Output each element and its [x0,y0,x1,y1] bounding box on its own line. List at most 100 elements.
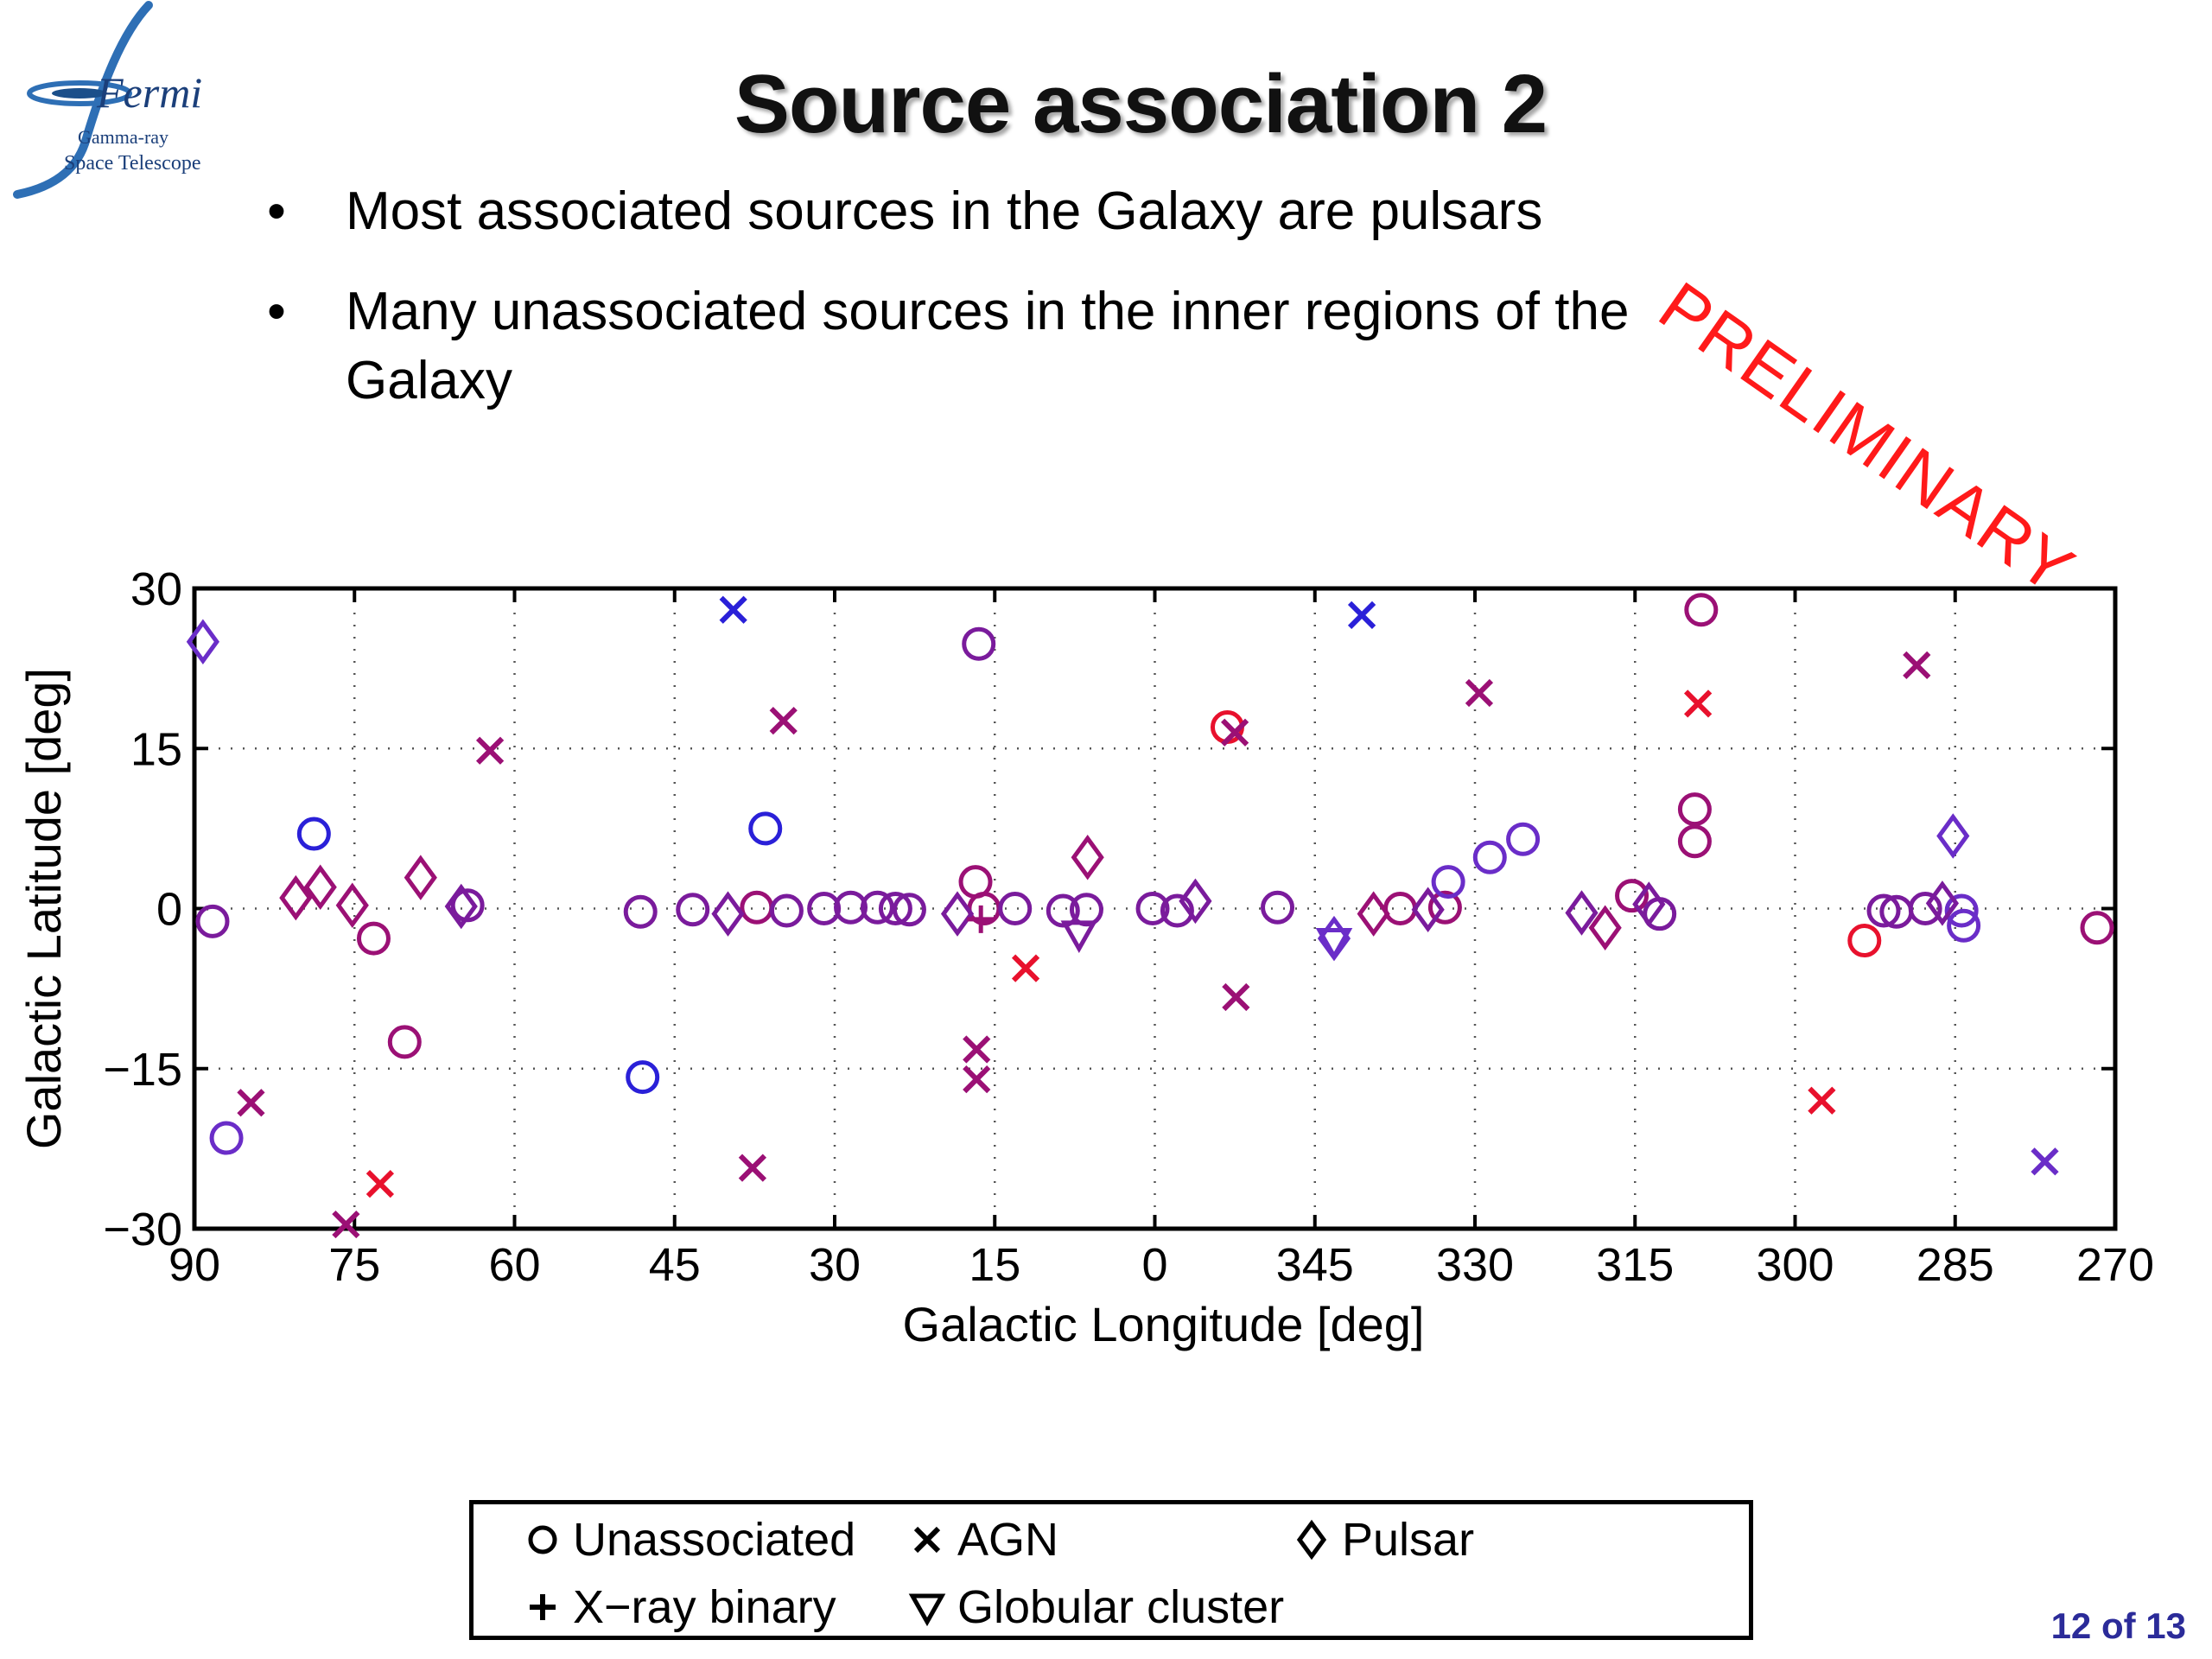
x-tick-label: 285 [1916,1239,1994,1291]
x-tick-label: 90 [168,1239,220,1291]
x-tick-label: 15 [969,1239,1020,1291]
x-tick-label: 345 [1276,1239,1354,1291]
bullet-text: Many unassociated sources in the inner r… [346,282,1630,410]
circle-marker [1135,892,1170,925]
x-tick-label: 30 [809,1239,861,1291]
circle-marker [1677,792,1712,827]
diamond-marker [1565,890,1599,936]
circle-marker [1677,824,1712,859]
legend-label-globular-cluster: Globular cluster [957,1581,1285,1633]
diamond-marker [1925,880,1960,926]
diamond-marker-icon [1296,1519,1327,1560]
y-tick-label: 15 [130,723,182,775]
diamond-marker [303,864,337,911]
bullet-list: • Most associated sources in the Galaxy … [259,177,1642,447]
diamond-marker [186,619,219,665]
x-tick-label: 45 [649,1239,701,1291]
page-number: 12 of 13 [2050,1605,2186,1646]
circle-marker [1684,593,1719,627]
x-marker [1465,678,1494,708]
triangle-marker [1315,928,1353,961]
circle-marker [195,904,230,938]
logo-subtitle-1: Gamma-ray [78,126,168,148]
circle-marker [2080,911,2114,945]
logo-name: Fermi [96,68,202,117]
x-marker [475,736,505,765]
circle-marker [998,892,1033,925]
x-marker [1222,982,1250,1012]
legend-item-agn: AGN [906,1513,1058,1567]
y-tick-label: −30 [103,1204,182,1255]
diamond-marker [279,874,313,921]
plus-marker [967,905,995,933]
legend-label-unassociated: Unassociated [573,1514,856,1566]
circle-marker [1947,908,1981,943]
circle-marker [1160,893,1194,928]
circle-marker [1427,890,1462,925]
diamond-marker [1936,813,1970,859]
x-tick-label: 330 [1436,1239,1514,1291]
scatter-chart: 90 75 60 45 30 15 0 345 330 315 300 285 270 30 15 0 −15 −… [16,563,2154,1351]
legend-item-unassociated: Unassociated [521,1513,855,1567]
y-axis-label: Galactic Latitude [deg] [16,668,71,1149]
circle-marker [1383,892,1418,925]
x-marker [1903,651,1931,680]
plot-frame [192,586,2118,1231]
x-marker [719,595,747,624]
circle-marker [1506,822,1541,856]
circle-marker [748,811,783,846]
legend-item-pulsar: Pulsar [1290,1513,1474,1567]
diamond-marker [444,883,478,930]
bullet-text: Most associated sources in the Galaxy ar… [346,181,1543,241]
diamond-marker [335,882,369,929]
x-tick-label: 270 [2076,1239,2154,1291]
diamond-marker [404,855,437,900]
x-tick-label: 0 [1141,1239,1167,1291]
diamond-marker [1179,878,1212,925]
x-axis-label: Galactic Longitude [deg] [903,1297,1425,1351]
x-marker [963,1035,991,1064]
circle-marker [387,1025,422,1059]
circle-marker [1847,924,1882,958]
circle-marker [1866,893,1901,928]
circle-marker [860,890,894,925]
legend-item-globular-cluster: Globular cluster [906,1580,1284,1634]
circle-marker [834,890,868,925]
diamond-marker [1357,891,1390,937]
legend-label-xray-binary: X−ray binary [573,1581,836,1633]
slide-title: Source association 2 [734,58,1548,150]
y-tick-label: −15 [103,1044,182,1096]
chart-legend: Unassociated AGN Pulsar X−ray binary Glo… [469,1500,1753,1640]
x-marker [237,1089,265,1117]
circle-marker [1431,865,1465,899]
circle-marker [769,893,804,928]
y-tick-label: 0 [156,884,182,936]
circle-marker [676,893,710,927]
circle-marker [740,890,774,925]
x-marker [1011,954,1040,982]
bullet-item: • Many unassociated sources in the inner… [259,277,1642,416]
x-marker [2031,1147,2059,1176]
circle-marker [623,894,658,929]
fermi-logo: Fermi Gamma-ray Space Telescope [0,0,242,207]
circle-marker [1908,892,1942,925]
circle-marker [1261,890,1295,925]
circle-marker [356,921,391,956]
circle-marker [962,626,996,661]
x-marker [365,1170,395,1198]
x-tick-label: 60 [488,1239,540,1291]
diamond-marker [1411,887,1445,932]
bullet-item: • Most associated sources in the Galaxy … [259,177,1642,246]
x-marker [1221,718,1249,747]
bullet-marker: • [267,181,286,241]
circle-marker [296,817,331,851]
circle-marker [807,892,842,925]
diamond-marker [1632,881,1666,927]
diamond-marker [1071,834,1104,880]
x-tick-label: 315 [1596,1239,1674,1291]
x-tick-label: 300 [1756,1239,1834,1291]
circle-marker-icon [528,1525,557,1554]
legend-label-agn: AGN [957,1514,1059,1566]
diamond-marker [1588,905,1622,950]
circle-marker [1615,879,1649,913]
